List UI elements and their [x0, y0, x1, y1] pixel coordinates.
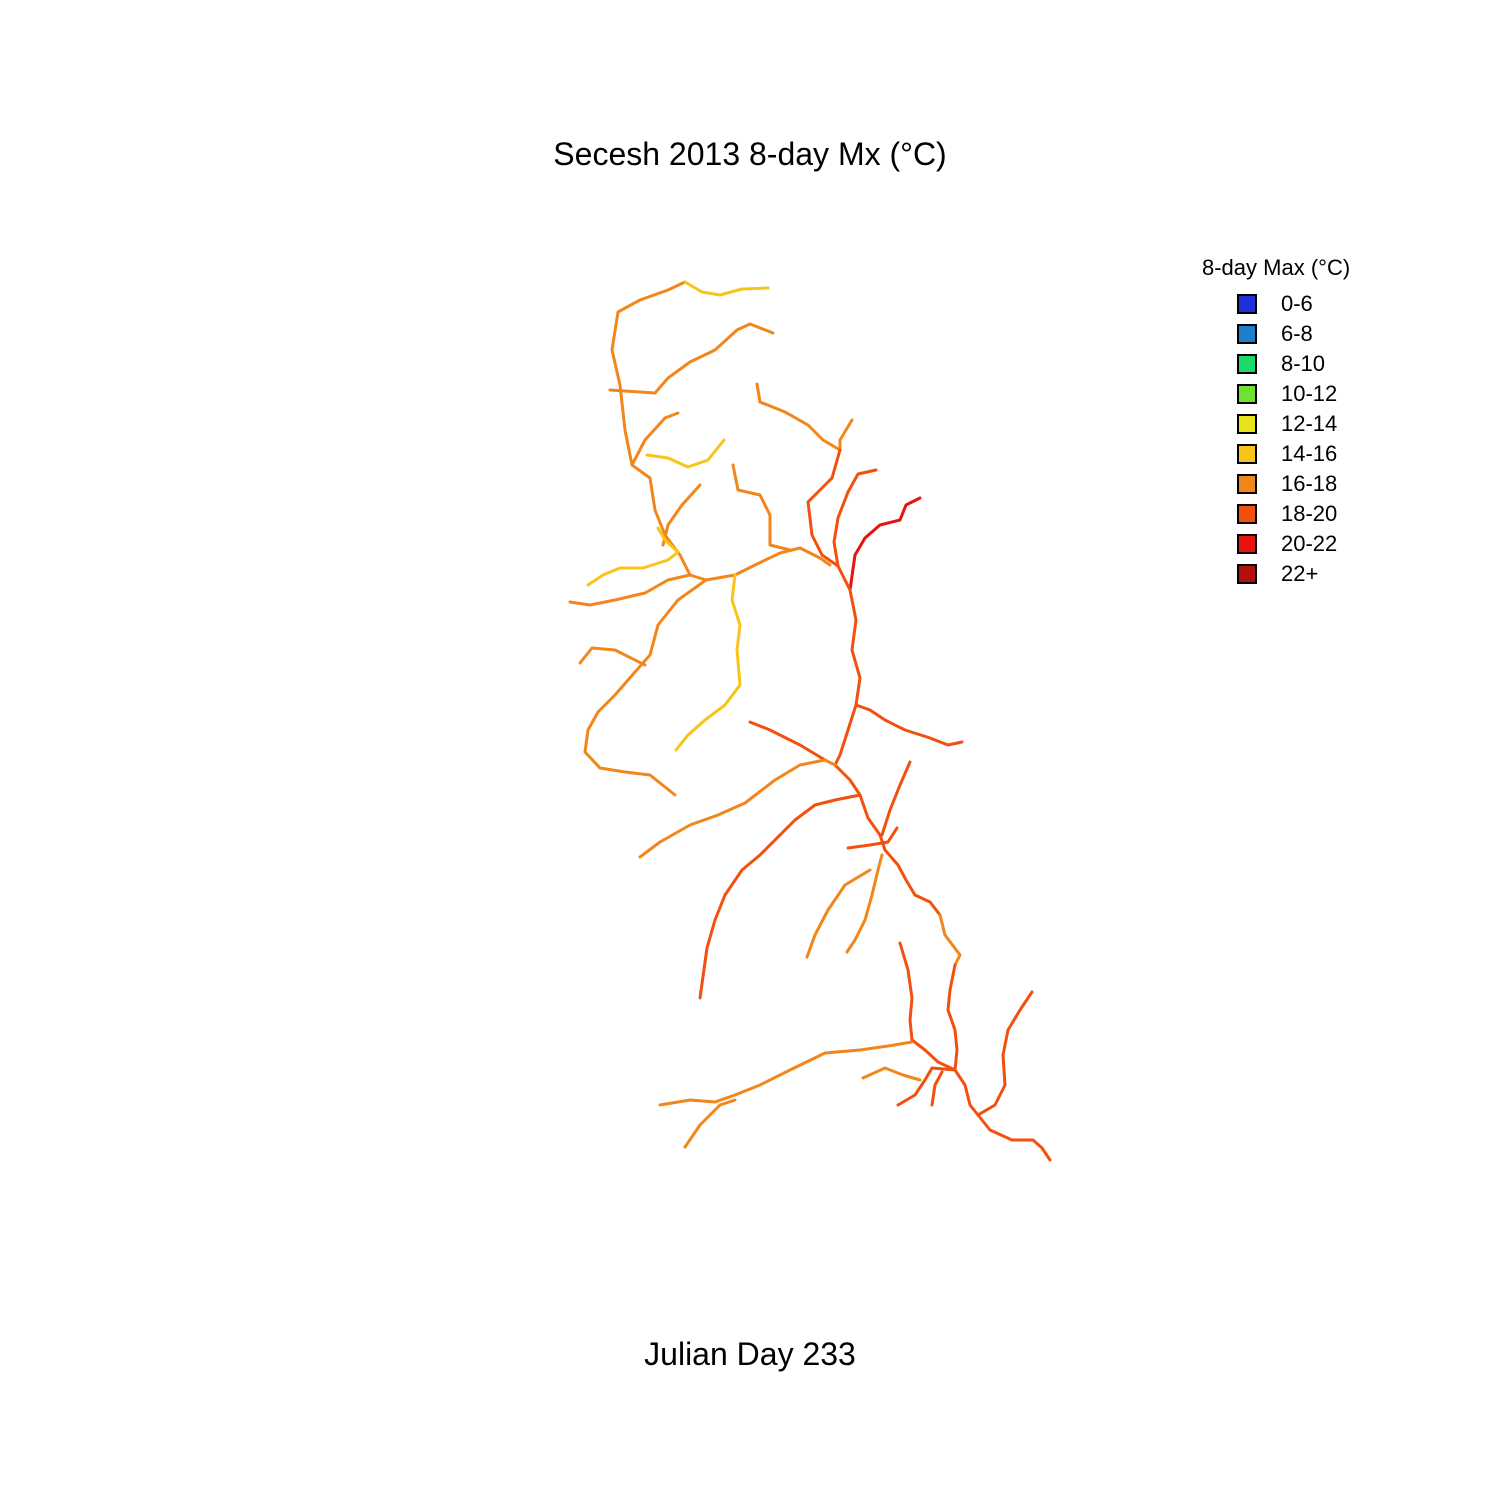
legend-label-3: 10-12 — [1281, 381, 1338, 406]
legend-label-0: 0-6 — [1281, 291, 1313, 316]
stream-segment-22 — [748, 720, 827, 762]
legend-swatch-1 — [1237, 324, 1257, 344]
legend-swatch-6 — [1237, 474, 1257, 494]
stream-segment-18 — [583, 578, 708, 797]
stream-segment-27 — [846, 826, 899, 850]
stream-segments — [568, 280, 1052, 1162]
stream-segment-15 — [833, 564, 862, 767]
stream-segment-12 — [806, 448, 842, 568]
legend-swatch-8 — [1237, 534, 1257, 554]
stream-segment-28 — [845, 853, 884, 954]
stream-segment-31 — [938, 913, 962, 967]
legend-item-3: 10-12 — [1237, 379, 1395, 409]
legend-swatch-2 — [1237, 354, 1257, 374]
legend-label-2: 8-10 — [1281, 351, 1326, 376]
legend-title: 8-day Max (°C) — [1202, 255, 1351, 280]
stream-segment-17 — [568, 573, 692, 607]
stream-segment-29 — [805, 868, 872, 959]
legend-swatch-4 — [1237, 414, 1257, 434]
legend-label-9: 22+ — [1281, 561, 1319, 586]
stream-segment-10 — [755, 382, 842, 452]
stream-segment-6 — [645, 438, 726, 469]
stream-segment-40 — [976, 990, 1034, 1117]
legend-item-2: 8-10 — [1237, 349, 1395, 379]
legend-item-7: 18-20 — [1237, 499, 1395, 529]
stream-segment-23 — [833, 763, 887, 852]
stream-segment-30 — [883, 848, 942, 917]
stream-segment-38 — [896, 1066, 957, 1107]
stream-segment-25 — [880, 760, 912, 837]
stream-segment-14 — [848, 496, 922, 592]
legend-item-6: 16-18 — [1237, 469, 1395, 499]
stream-segment-11 — [838, 418, 854, 452]
legend: 8-day Max (°C) 0-6 6-8 8-10 10-12 12-14 … — [1195, 255, 1395, 589]
map-title: Secesh 2013 8-day Mx (°C) — [553, 136, 947, 172]
legend-label-8: 20-22 — [1281, 531, 1338, 556]
legend-item-1: 6-8 — [1237, 319, 1395, 349]
stream-segment-36 — [683, 1098, 737, 1149]
stream-segment-4 — [618, 383, 832, 582]
stream-segment-1 — [683, 280, 770, 297]
legend-label-5: 14-16 — [1281, 441, 1338, 466]
legend-label-1: 6-8 — [1281, 321, 1313, 346]
stream-segment-39 — [930, 1070, 944, 1107]
map-subtitle: Julian Day 233 — [644, 1336, 856, 1372]
legend-swatch-9 — [1237, 564, 1257, 584]
legend-item-9: 22+ — [1237, 559, 1395, 589]
stream-segment-34 — [910, 1038, 957, 1072]
legend-item-4: 12-14 — [1237, 409, 1395, 439]
stream-segment-37 — [861, 1066, 922, 1082]
legend-item-8: 20-22 — [1237, 529, 1395, 559]
stream-segment-20 — [674, 573, 742, 752]
stream-segment-19 — [578, 646, 647, 667]
stream-segment-5 — [630, 411, 680, 467]
stream-segment-0 — [610, 280, 687, 387]
stream-segment-9 — [731, 463, 792, 552]
stream-segment-3 — [608, 388, 657, 395]
legend-swatch-3 — [1237, 384, 1257, 404]
stream-segment-41 — [953, 1068, 1052, 1162]
stream-segment-7 — [661, 483, 702, 547]
stream-segment-21 — [854, 703, 964, 747]
stream-segment-16 — [586, 550, 680, 587]
legend-label-4: 12-14 — [1281, 411, 1338, 436]
legend-item-5: 14-16 — [1237, 439, 1395, 469]
stream-segment-33 — [898, 941, 914, 1042]
legend-label-7: 18-20 — [1281, 501, 1338, 526]
stream-segment-24 — [638, 758, 837, 859]
stream-segment-26 — [698, 793, 862, 1000]
stream-segment-8 — [656, 526, 680, 554]
stream-segment-2 — [653, 322, 775, 395]
stream-segment-35 — [658, 1040, 914, 1107]
legend-item-0: 0-6 — [1237, 289, 1395, 319]
legend-swatch-5 — [1237, 444, 1257, 464]
legend-label-6: 16-18 — [1281, 471, 1338, 496]
legend-swatch-0 — [1237, 294, 1257, 314]
stream-segment-13 — [832, 468, 878, 568]
legend-swatch-7 — [1237, 504, 1257, 524]
stream-segment-32 — [946, 963, 959, 1072]
